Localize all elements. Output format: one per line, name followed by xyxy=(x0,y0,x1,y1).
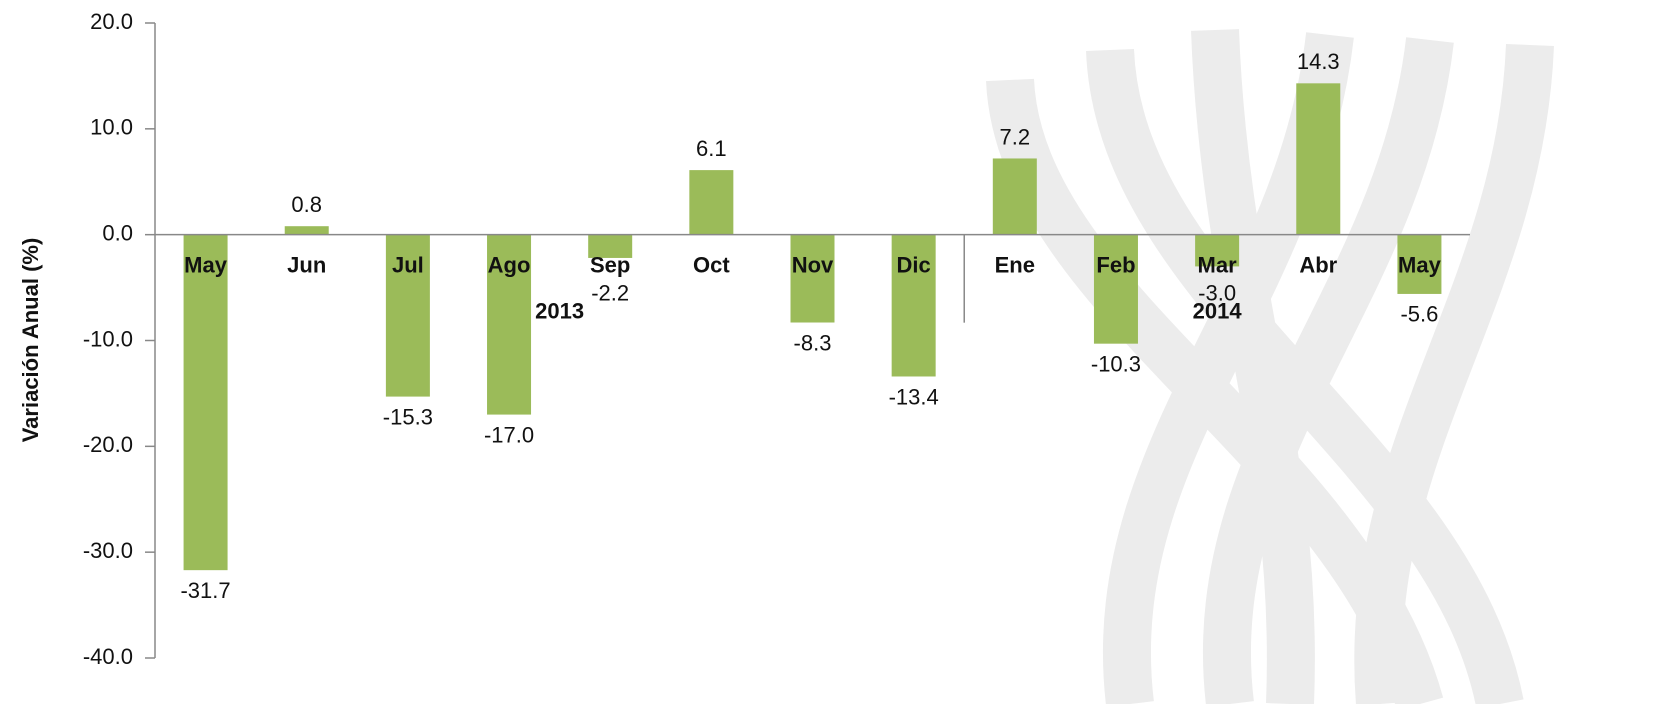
bar xyxy=(1093,234,1138,344)
x-tick-label: May xyxy=(184,252,228,277)
data-label: 6.1 xyxy=(696,136,727,161)
data-label: -15.3 xyxy=(383,404,433,429)
x-tick-label: Oct xyxy=(693,252,730,277)
bar xyxy=(891,234,936,377)
bar xyxy=(992,158,1037,235)
x-tick-label: Mar xyxy=(1198,252,1238,277)
bar xyxy=(385,234,430,397)
y-axis-title: Variación Anual (%) xyxy=(18,238,43,443)
data-label: -10.3 xyxy=(1091,351,1141,376)
data-label: -13.4 xyxy=(889,384,939,409)
x-tick-label: Ene xyxy=(995,252,1035,277)
bar xyxy=(1397,234,1442,294)
y-tick-label: -30.0 xyxy=(83,538,133,563)
bar xyxy=(689,170,734,235)
bar xyxy=(1296,83,1341,235)
x-tick-label: Sep xyxy=(590,252,630,277)
y-tick-label: -20.0 xyxy=(83,432,133,457)
data-label: 7.2 xyxy=(1000,124,1031,149)
data-label: -17.0 xyxy=(484,422,534,447)
bar xyxy=(588,234,633,258)
bar xyxy=(183,234,228,571)
y-tick-label: -10.0 xyxy=(83,326,133,351)
data-label: -2.2 xyxy=(591,280,629,305)
bar xyxy=(284,226,329,235)
x-tick-label: Feb xyxy=(1096,252,1135,277)
background-decoration xyxy=(986,29,1554,704)
group-label: 2013 xyxy=(535,298,584,323)
data-label: -3.0 xyxy=(1198,280,1236,305)
x-tick-label: Nov xyxy=(792,252,834,277)
group-label: 2014 xyxy=(1193,298,1243,323)
x-tick-label: Jun xyxy=(287,252,326,277)
x-tick-label: Abr xyxy=(1299,252,1337,277)
x-tick-label: May xyxy=(1398,252,1442,277)
y-tick-label: -40.0 xyxy=(83,644,133,669)
y-tick-label: 0.0 xyxy=(102,220,133,245)
x-tick-label: Jul xyxy=(392,252,424,277)
bar xyxy=(487,234,532,415)
x-tick-label: Ago xyxy=(488,252,531,277)
bar xyxy=(790,234,835,323)
data-label: -8.3 xyxy=(794,330,832,355)
data-label: 14.3 xyxy=(1297,49,1340,74)
y-tick-label: 20.0 xyxy=(90,9,133,34)
data-label: 0.8 xyxy=(291,192,322,217)
data-label: -31.7 xyxy=(180,578,230,603)
bar xyxy=(1195,234,1240,267)
x-tick-label: Dic xyxy=(897,252,931,277)
data-label: -5.6 xyxy=(1400,302,1438,327)
y-tick-label: 10.0 xyxy=(90,115,133,140)
